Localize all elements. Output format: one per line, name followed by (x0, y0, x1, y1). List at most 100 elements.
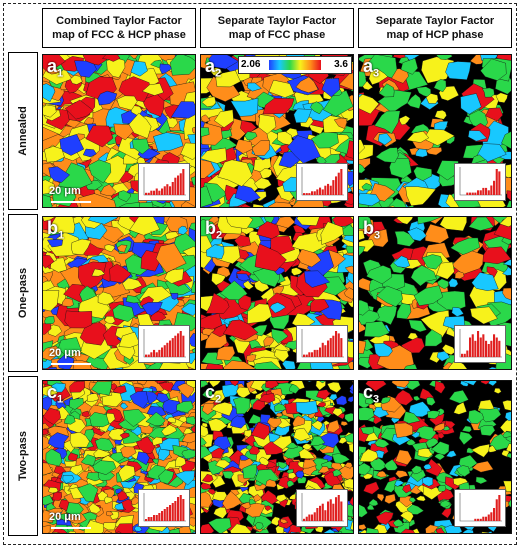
histogram-bar (474, 192, 477, 195)
grain (59, 134, 85, 156)
histogram-bar (337, 333, 340, 357)
histogram-bar (495, 169, 498, 195)
inset-histogram (138, 489, 190, 527)
grain (115, 531, 122, 533)
grain (174, 456, 187, 468)
histogram-bar (179, 173, 182, 195)
grain (223, 360, 257, 369)
grain (445, 61, 472, 80)
histogram-bar (477, 190, 480, 195)
grain (236, 273, 250, 282)
grain (275, 494, 288, 503)
inset-histogram (454, 489, 506, 527)
histogram-bar (182, 499, 185, 521)
micrograph-panel-a1: a1 20 μm (42, 54, 196, 208)
histogram-bar (329, 499, 332, 521)
grain (272, 435, 292, 450)
grain (211, 447, 225, 459)
grain (186, 416, 195, 426)
grain (212, 532, 214, 533)
histogram-bar (493, 334, 496, 358)
panel-letter: a (205, 56, 216, 76)
inset-histogram (296, 489, 348, 527)
grain (214, 109, 234, 128)
grain (105, 511, 114, 517)
histogram-bar (316, 189, 319, 195)
grain (248, 413, 262, 424)
grain (115, 488, 122, 494)
grain (57, 354, 75, 369)
grain (323, 90, 353, 117)
histogram-plot (459, 493, 502, 522)
micrograph-panel-a2: a2 (200, 54, 354, 208)
histogram-bar (158, 513, 161, 521)
grain (366, 265, 393, 285)
grain (349, 383, 353, 392)
grain (296, 217, 320, 226)
colorbar-max-label: 3.6 (334, 59, 348, 70)
grain (104, 244, 116, 253)
histogram-bar (493, 508, 496, 521)
panel-letter: b (363, 218, 374, 238)
grain (67, 530, 77, 533)
grain (116, 95, 138, 111)
grain (211, 272, 227, 286)
grain (328, 393, 338, 401)
grain (270, 516, 281, 526)
grain (302, 459, 317, 469)
grain (180, 302, 195, 316)
histogram-plot (301, 493, 344, 522)
histogram-bar (169, 186, 172, 195)
grain (462, 381, 477, 386)
figure-frame (3, 3, 517, 545)
grain (170, 101, 195, 119)
grain (67, 452, 79, 462)
grain (208, 381, 221, 388)
grain (219, 280, 248, 301)
panel-label: b2 (205, 218, 222, 242)
grain (316, 389, 330, 400)
grain (102, 522, 117, 531)
grain (286, 480, 295, 488)
grain (506, 452, 511, 459)
grain (43, 462, 53, 476)
grain (186, 381, 195, 388)
grain (158, 448, 170, 461)
grain (142, 93, 165, 117)
histogram-bar (305, 193, 308, 195)
histogram-bar (155, 515, 158, 521)
histogram-bar (479, 337, 482, 357)
histogram-bar (311, 191, 314, 195)
grain (136, 451, 150, 466)
histogram-bar (479, 518, 482, 521)
grain (79, 321, 108, 346)
column-header-line: Separate Taylor Factor (217, 15, 337, 27)
histogram-bar (487, 190, 490, 195)
grain (169, 55, 195, 76)
grain (332, 453, 351, 466)
grain (487, 381, 498, 387)
grain (448, 278, 459, 288)
grain (244, 131, 258, 141)
grain (191, 280, 195, 293)
grain (400, 528, 415, 533)
grain (298, 448, 316, 460)
histogram-bar (471, 192, 474, 195)
panel-subscript: 3 (373, 67, 380, 80)
grain (402, 484, 412, 494)
histogram-bar (153, 190, 156, 195)
grain (74, 60, 97, 78)
grain (60, 513, 68, 521)
grain (205, 292, 230, 314)
histogram-bar (332, 180, 335, 195)
histogram-bar (319, 505, 322, 521)
histogram-bar (145, 519, 148, 521)
grain (226, 217, 254, 230)
histogram-bar (316, 349, 319, 357)
grain (432, 422, 445, 432)
grain (406, 131, 430, 143)
grain (359, 94, 380, 115)
grain (181, 432, 195, 444)
grain (202, 390, 213, 399)
grain (118, 331, 141, 348)
